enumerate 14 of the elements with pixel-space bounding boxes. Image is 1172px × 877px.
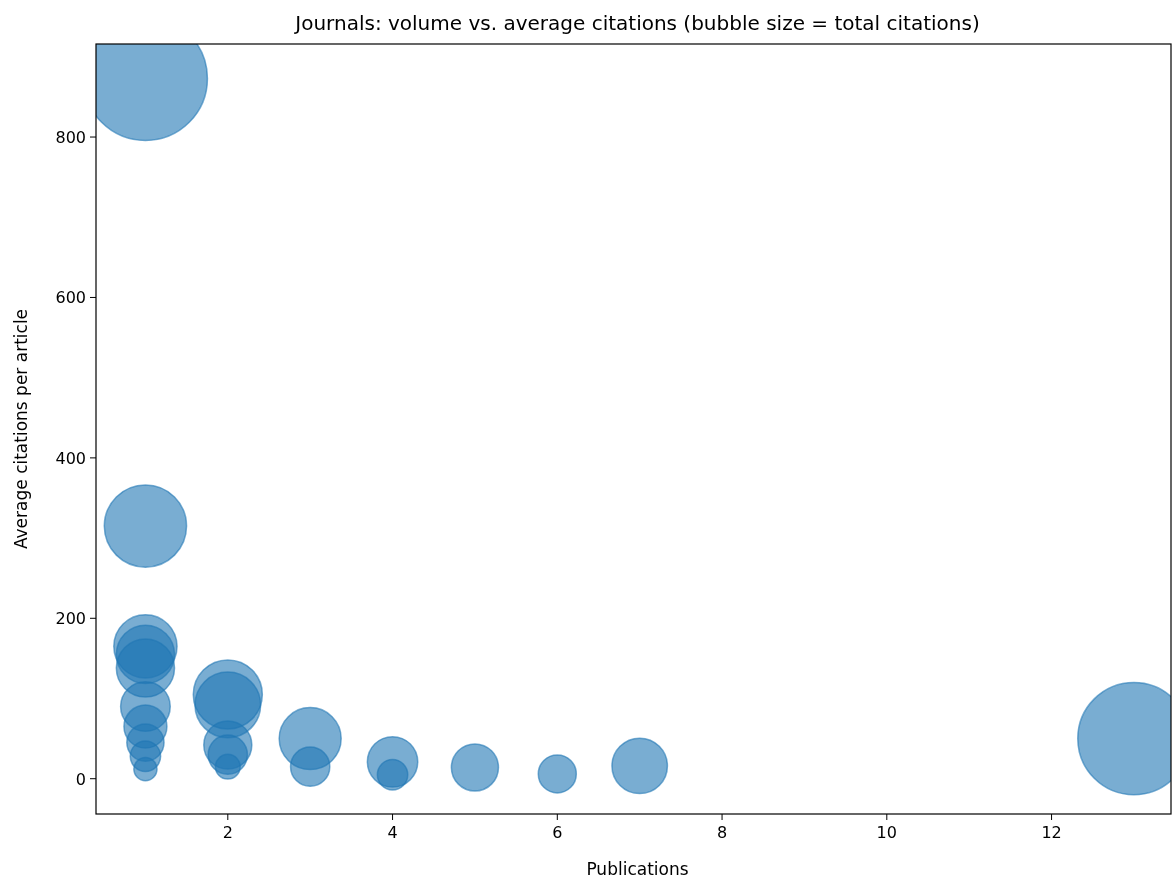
y-axis-title: Average citations per article bbox=[11, 308, 31, 550]
x-tick-label: 8 bbox=[716, 823, 728, 842]
x-tick-label: 10 bbox=[876, 823, 897, 842]
y-tick-label: 200 bbox=[55, 609, 86, 629]
y-tick-label: 400 bbox=[55, 448, 86, 468]
x-tick-label: 12 bbox=[1041, 823, 1062, 842]
y-tick-label: 600 bbox=[55, 288, 86, 308]
x-tick-label: 2 bbox=[222, 823, 233, 842]
x-axis-title: Publications bbox=[586, 859, 689, 877]
x-tick-label: 6 bbox=[552, 823, 563, 842]
x-tick-label: 4 bbox=[387, 823, 398, 842]
y-tick-label: 0 bbox=[75, 769, 86, 789]
chart-title: Journals: volume vs. average citations (bubble size = total citations) bbox=[293, 11, 980, 35]
y-tick-label: 800 bbox=[55, 128, 86, 148]
